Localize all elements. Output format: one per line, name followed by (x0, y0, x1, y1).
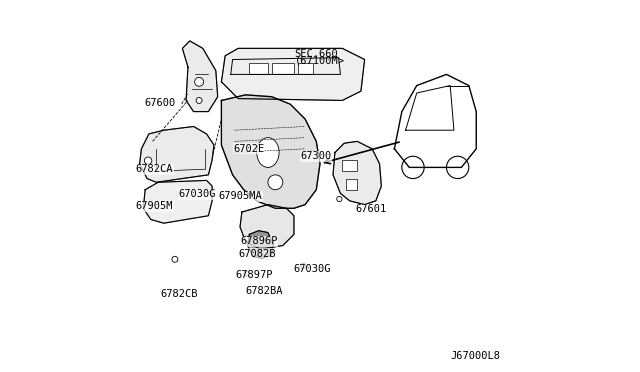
Text: 6782CB: 6782CB (161, 289, 198, 299)
Text: (67100M>: (67100M> (294, 55, 345, 65)
Polygon shape (140, 126, 214, 182)
Circle shape (447, 156, 468, 179)
Polygon shape (182, 41, 218, 112)
Polygon shape (248, 231, 273, 259)
Text: SEC.660: SEC.660 (294, 49, 339, 59)
Text: 67030G: 67030G (293, 264, 331, 274)
Text: 67082B: 67082B (238, 249, 276, 259)
Polygon shape (221, 48, 365, 100)
Bar (342, 160, 357, 171)
Circle shape (244, 236, 249, 241)
Bar (298, 63, 312, 74)
Ellipse shape (257, 138, 279, 167)
Ellipse shape (268, 175, 283, 190)
Text: 67300: 67300 (301, 151, 332, 161)
Circle shape (195, 77, 204, 86)
Bar (250, 63, 268, 74)
Text: 67905MA: 67905MA (219, 192, 262, 201)
Text: 67897P: 67897P (235, 270, 273, 279)
Circle shape (301, 263, 306, 269)
Text: 67030G: 67030G (179, 189, 216, 199)
Circle shape (196, 97, 202, 103)
Polygon shape (333, 141, 381, 205)
Bar (271, 63, 294, 74)
Circle shape (402, 156, 424, 179)
Circle shape (172, 256, 178, 262)
Bar (346, 179, 357, 190)
Circle shape (145, 157, 152, 164)
Text: 67601: 67601 (356, 204, 387, 214)
Text: 67600: 67600 (145, 99, 175, 108)
Text: J67000L8: J67000L8 (451, 351, 500, 361)
Text: 67905M: 67905M (136, 202, 173, 211)
Text: 6702E: 6702E (234, 144, 265, 154)
Text: 67896P: 67896P (240, 236, 278, 246)
Circle shape (244, 271, 249, 276)
Text: 6782CA: 6782CA (136, 164, 173, 174)
Polygon shape (143, 180, 212, 223)
Circle shape (337, 196, 342, 202)
Text: 6782BA: 6782BA (246, 286, 283, 296)
Polygon shape (240, 205, 294, 249)
Polygon shape (221, 95, 320, 208)
